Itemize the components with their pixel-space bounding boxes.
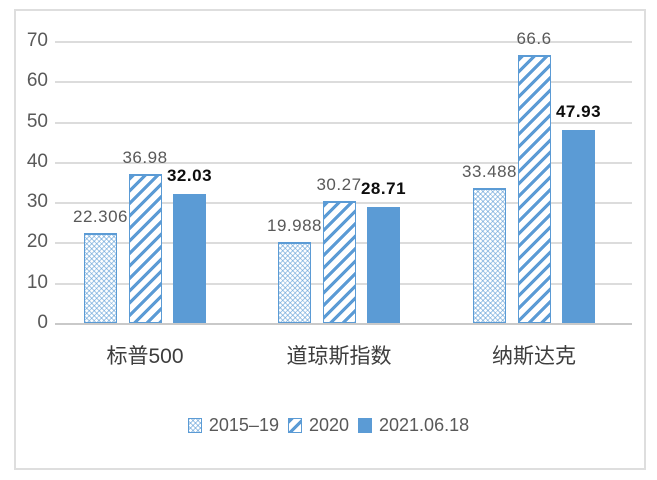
- bar-group: 33.488 66.6 47.93: [462, 29, 601, 323]
- legend-label: 2015–19: [208, 415, 279, 435]
- bar-value-label: 19.988: [267, 216, 322, 236]
- bar-value-label: 28.71: [360, 179, 407, 199]
- plot-area: 22.306 36.98 32.03 19.988 30.27 28.71 33.488 66…: [55, 29, 632, 325]
- y-axis-tick-label: 60: [26, 70, 48, 92]
- bar-series-1: 30.27: [316, 175, 361, 323]
- y-axis-tick-label: 10: [26, 271, 48, 293]
- bar-value-label: 22.306: [73, 207, 128, 227]
- legend-item: 2015–19: [187, 415, 279, 436]
- legend-swatch-icon: [287, 418, 302, 433]
- bar-group: 22.306 36.98 32.03: [73, 41, 212, 323]
- legend-swatch-icon: [187, 418, 202, 433]
- gridline: [55, 41, 632, 43]
- bar-series-2: 47.93: [556, 102, 601, 323]
- legend-item: 2020: [287, 415, 350, 436]
- bar-group: 19.988 30.27 28.71: [267, 41, 406, 323]
- category-label: 标普500: [106, 345, 184, 368]
- gridline: [55, 161, 632, 164]
- y-axis-tick-label: 40: [26, 150, 48, 172]
- y-axis-tick-label: 70: [26, 30, 48, 51]
- bar-series-0: 33.488: [462, 162, 517, 323]
- bar-series-0: 19.988: [267, 216, 322, 323]
- bar-value-label: 30.27: [316, 175, 362, 195]
- bar-value-label: 32.03: [166, 165, 213, 185]
- legend-swatch-icon: [358, 418, 373, 433]
- y-axis-tick-label: 20: [26, 231, 48, 253]
- category-label: 道琼斯指数: [286, 345, 392, 368]
- legend-label: 2020: [308, 415, 350, 435]
- legend: 2015–19 2020 2021.06.18: [0, 415, 657, 436]
- bar-series-2: 28.71: [361, 179, 406, 323]
- bar-series-0: 22.306: [73, 207, 128, 323]
- bar-series-1: 66.6: [516, 29, 551, 323]
- bar-value-label: 33.488: [462, 162, 517, 182]
- gridline: [55, 121, 632, 124]
- y-axis-tick-label: 50: [26, 110, 48, 132]
- bar-series-2: 32.03: [167, 166, 212, 323]
- gridline: [55, 81, 632, 84]
- category-label: 纳斯达克: [492, 345, 576, 368]
- bar-value-label: 36.98: [122, 148, 168, 168]
- bar-value-label: 47.93: [555, 101, 602, 121]
- y-axis-tick-label: 30: [26, 191, 48, 213]
- bar-series-1: 36.98: [122, 148, 167, 323]
- legend-item: 2021.06.18: [358, 415, 469, 436]
- bar-value-label: 66.6: [516, 28, 552, 48]
- legend-label: 2021.06.18: [379, 415, 470, 435]
- y-axis-tick-label: 0: [37, 312, 48, 333]
